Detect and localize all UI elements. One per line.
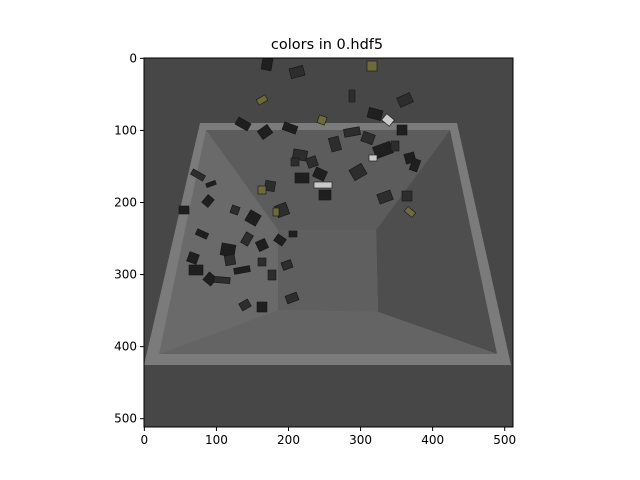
scene-object: [349, 90, 355, 102]
y-axis: 0 100 200 300 400 500: [114, 51, 144, 425]
x-tick-label: 200: [277, 433, 300, 447]
scene-object: [369, 155, 377, 161]
scene-object: [391, 141, 399, 151]
x-tick-label: 100: [205, 433, 228, 447]
scene-object: [258, 186, 266, 194]
x-tick-label: 400: [421, 433, 444, 447]
scene-object: [314, 182, 332, 188]
x-tick-label: 300: [349, 433, 372, 447]
scene-object: [273, 208, 279, 216]
y-tick-label: 500: [114, 412, 137, 426]
x-tick-label: 0: [141, 433, 149, 447]
scene-object: [214, 276, 230, 283]
scene-object: [289, 231, 297, 237]
scene-object: [257, 302, 267, 312]
x-tick-label: 500: [493, 433, 516, 447]
y-tick-label: 0: [129, 51, 137, 65]
scene-object: [402, 191, 412, 201]
chart-title: colors in 0.hdf5: [271, 37, 383, 53]
scene-object: [367, 61, 377, 71]
scene-object: [189, 265, 203, 275]
scene-object: [291, 158, 299, 166]
scene-object: [224, 254, 236, 266]
scene-object: [397, 125, 407, 135]
y-tick-label: 100: [114, 123, 137, 137]
scene-object: [268, 270, 276, 280]
y-tick-label: 400: [114, 340, 137, 354]
y-tick-label: 300: [114, 268, 137, 282]
scene-object: [261, 57, 273, 71]
x-axis: 0 100 200 300 400 500: [141, 427, 517, 447]
image-area: [144, 57, 513, 427]
y-tick-label: 200: [114, 196, 137, 210]
scene-object: [179, 206, 189, 214]
scene-object: [319, 190, 331, 200]
scene-object: [258, 258, 266, 266]
scene-object: [295, 173, 309, 183]
